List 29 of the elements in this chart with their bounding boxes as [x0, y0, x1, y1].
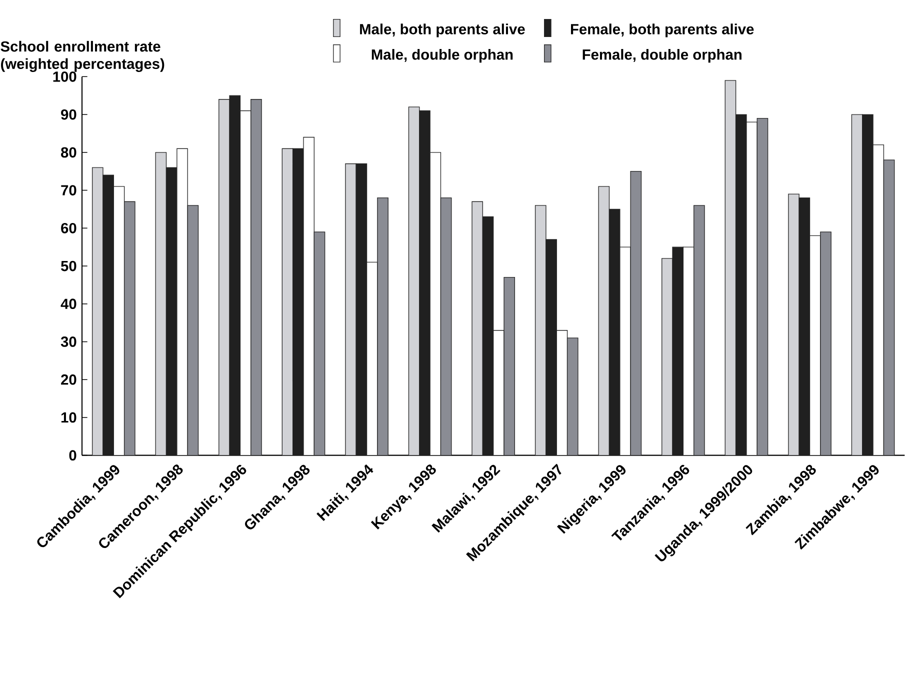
bar: [472, 201, 484, 456]
y-tick-label: 40: [60, 298, 76, 310]
legend-label: Male, both parents alive: [360, 24, 525, 38]
bar: [534, 205, 546, 456]
bar: [598, 186, 610, 456]
y-tick-label: 30: [60, 336, 76, 347]
bar: [851, 114, 863, 456]
y-tick-label: 60: [61, 222, 76, 234]
legend-label: Male, double orphan: [372, 49, 513, 63]
y-tick-label: 0: [69, 450, 76, 461]
bar: [92, 167, 104, 456]
legend-label: Female, double orphan: [582, 49, 742, 63]
bar: [155, 152, 167, 456]
legend-label: Female, both parents alive: [570, 24, 754, 38]
bar: [724, 80, 736, 456]
y-tick-label: 20: [61, 374, 76, 385]
bar: [218, 99, 230, 456]
bar: [282, 148, 294, 456]
y-tick-label: 80: [60, 147, 76, 158]
y-tick-label: 10: [61, 412, 76, 423]
bar: [788, 194, 800, 456]
y-axis-title: School enrollment rate (weighted percentages): [0, 40, 164, 72]
y-tick-label: 100: [53, 71, 76, 82]
y-tick-label: 50: [60, 260, 76, 272]
y-tick-label: 70: [61, 185, 76, 196]
bar: [662, 258, 673, 456]
bar: [345, 163, 356, 456]
bar: [408, 106, 420, 456]
y-tick-label: 90: [61, 109, 76, 120]
